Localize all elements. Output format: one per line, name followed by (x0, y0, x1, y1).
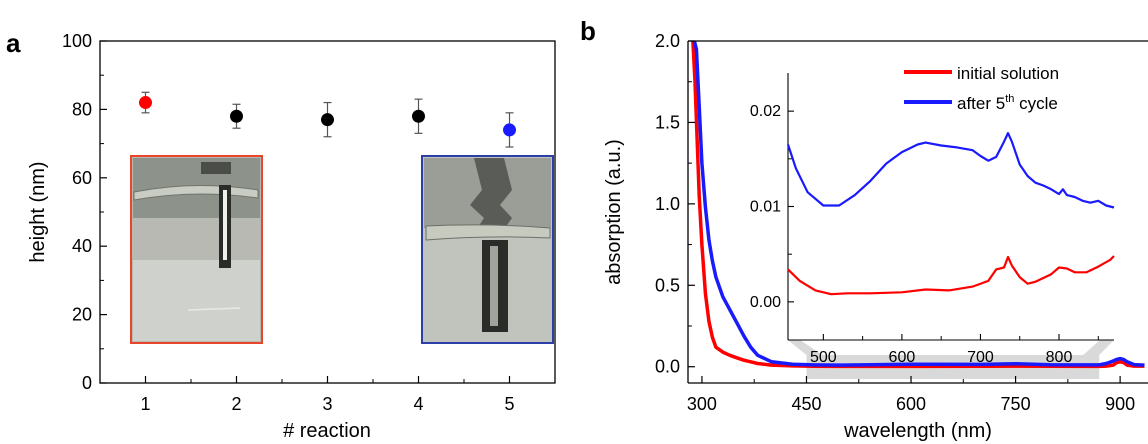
y-tick-label-b: 0.5 (655, 275, 680, 295)
photo-inset-blue (421, 155, 554, 344)
y-tick-label-b: 2.0 (655, 31, 680, 51)
x-tick-label-a: 4 (413, 394, 423, 414)
x-tick-label-a: 3 (322, 394, 332, 414)
photo-reflection-red (187, 307, 241, 311)
x-tick-label-b: 900 (1105, 394, 1135, 414)
y-tick-label-b: 1.5 (655, 112, 680, 132)
data-point (412, 109, 425, 123)
x-tick-label-a: 2 (231, 394, 241, 414)
series-lines-b (691, 40, 1145, 369)
y-tick-label-a: 100 (62, 31, 92, 51)
photo-clamp-blue (425, 224, 551, 241)
inset-axis-ticks: 500 600 700 800 0.00 0.01 0.02 (750, 103, 1099, 366)
photo-inset-red (130, 155, 263, 344)
axis-ticks-a: 1 2 3 4 5 0 20 40 60 80 100 (62, 31, 556, 414)
panel-label-b: b (580, 16, 596, 46)
y-tick-label-b: 0.0 (655, 357, 680, 377)
x-tick-label-b: 300 (687, 394, 717, 414)
inset-background (788, 73, 1114, 340)
inset-plot: 500 600 700 800 0.00 0.01 0.02 (750, 73, 1115, 366)
data-point (139, 96, 152, 110)
legend-label-after-sup: th (1005, 93, 1014, 105)
zoom-connector-left (788, 340, 823, 355)
x-axis-label-b: wavelength (nm) (843, 420, 992, 442)
legend-label-initial: initial solution (957, 64, 1059, 83)
x-axis-label-a: # reaction (283, 420, 371, 442)
axis-ticks-b: 300 450 600 750 900 0.0 0.5 1.0 1.5 2.0 (655, 31, 1135, 414)
y-tick-label-a: 0 (82, 373, 92, 393)
inset-series-line (787, 255, 1115, 296)
y-tick-label-a: 20 (72, 305, 92, 325)
inset-y-tick-label: 0.00 (750, 294, 781, 311)
x-tick-label-b: 750 (1001, 394, 1031, 414)
inset-x-tick-label: 700 (967, 349, 994, 366)
inset-y-tick-label: 0.02 (750, 103, 781, 120)
panel-a: a # reaction height (nm) 1 2 3 4 50204060801… (6, 28, 556, 442)
series-line (691, 40, 1145, 369)
y-tick-label-a: 80 (72, 99, 92, 119)
y-tick-label-a: 60 (72, 168, 92, 188)
legend: initial solution after 5th cycle (904, 64, 1059, 113)
zoom-connector-right (1083, 340, 1114, 355)
y-tick-label-a: 40 (72, 236, 92, 256)
inset-series-lines (786, 132, 1115, 296)
inset-y-tick-label: 0.01 (750, 199, 781, 216)
panel-b: b 300 450 600 750 900 0.0 0.5 1.0 1.5 2.0 wavelen… (580, 16, 1148, 442)
data-point (503, 123, 516, 137)
data-points-a (139, 91, 516, 148)
y-axis-label-a: height (nm) (27, 161, 49, 262)
data-point (321, 113, 334, 127)
inset-x-tick-label: 600 (889, 349, 916, 366)
photo-liquid-red (133, 260, 260, 341)
legend-label-after-main: after 5 (957, 94, 1005, 113)
inset-x-tick-label: 800 (1046, 349, 1073, 366)
photo-holder-blue (470, 158, 512, 232)
x-tick-label-a: 5 (504, 394, 514, 414)
photo-sample-gap-red (223, 190, 227, 260)
legend-label-after-suffix: cycle (1014, 94, 1057, 113)
legend-label-after: after 5th cycle (957, 93, 1058, 113)
y-tick-label-b: 1.0 (655, 194, 680, 214)
photo-holder-red (201, 162, 231, 174)
y-axis-label-b: absorption (a.u.) (603, 139, 625, 285)
inset-x-tick-label: 500 (810, 349, 837, 366)
x-tick-label-b: 450 (791, 394, 821, 414)
photo-sample-gap-blue (490, 246, 498, 326)
panel-label-a: a (6, 28, 21, 58)
x-tick-label-a: 1 (140, 394, 150, 414)
data-point (230, 109, 243, 123)
series-line (692, 40, 1145, 367)
x-tick-label-b: 600 (896, 394, 926, 414)
inset-series-line (786, 132, 1115, 209)
